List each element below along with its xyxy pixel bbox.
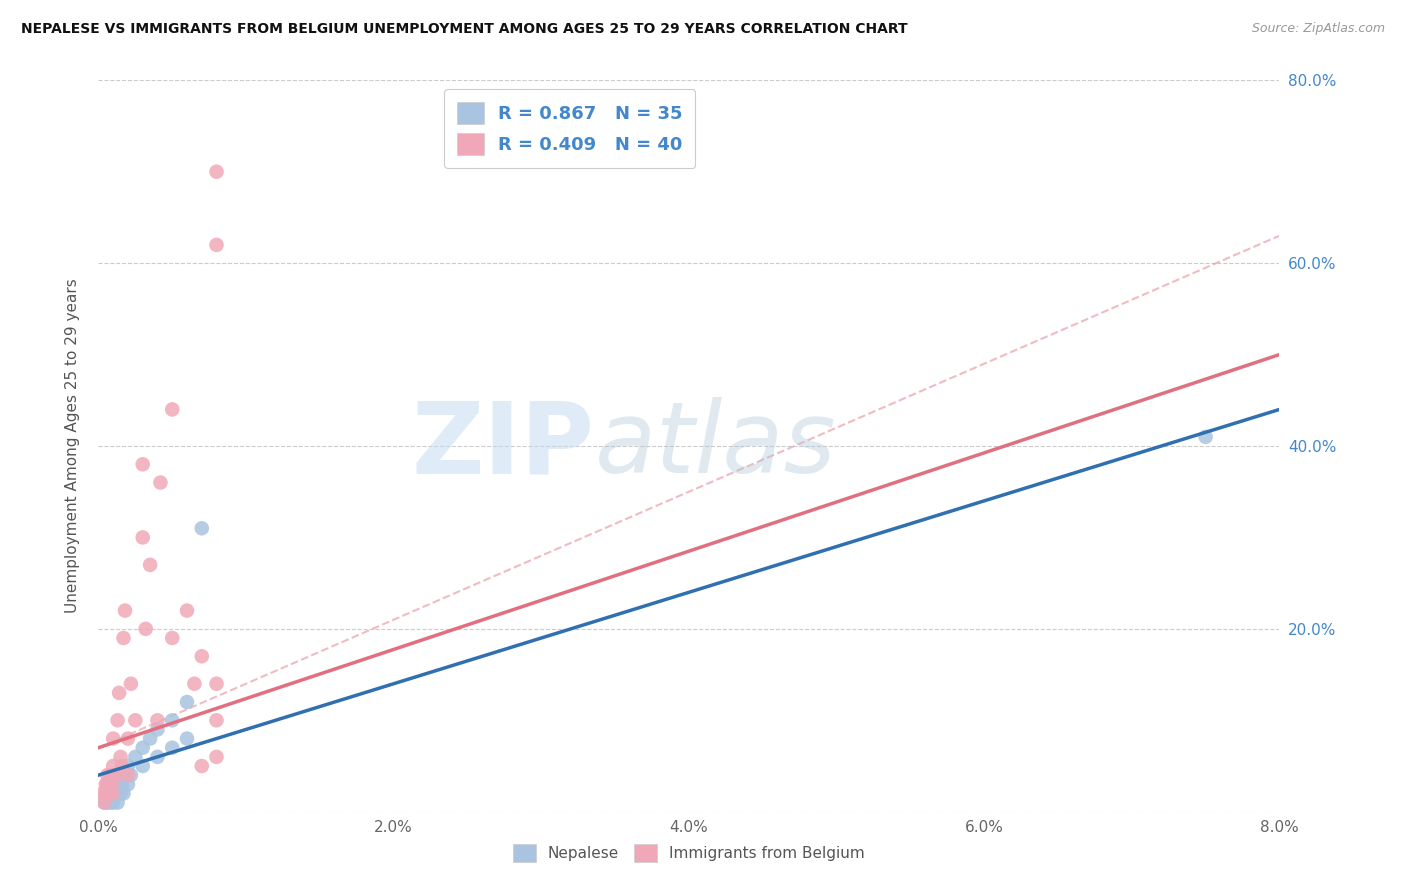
Point <box>183 676 205 690</box>
Point <box>205 714 228 728</box>
Point <box>205 749 228 764</box>
Point <box>96 777 118 791</box>
Point <box>107 796 129 810</box>
Point <box>191 759 214 773</box>
Point <box>108 686 131 700</box>
Point <box>94 777 117 791</box>
Point <box>1194 430 1216 444</box>
Point <box>146 714 169 728</box>
Point <box>112 787 135 801</box>
Point <box>114 768 136 782</box>
Point <box>93 796 115 810</box>
Point <box>205 676 228 690</box>
Point <box>107 714 129 728</box>
Point <box>117 768 139 782</box>
Point <box>111 777 134 791</box>
Point <box>205 165 228 179</box>
Point <box>108 777 131 791</box>
Point <box>191 649 214 664</box>
Point <box>103 796 125 810</box>
Point <box>103 759 125 773</box>
Point <box>132 530 155 544</box>
Point <box>162 402 183 417</box>
Point <box>98 796 121 810</box>
Point <box>132 759 155 773</box>
Point <box>114 603 136 617</box>
Point <box>176 695 198 709</box>
Point <box>98 777 121 791</box>
Point <box>191 521 214 535</box>
Point <box>135 622 157 636</box>
Point <box>93 796 115 810</box>
Point <box>124 749 146 764</box>
Text: ZIP: ZIP <box>412 398 595 494</box>
Point <box>103 731 125 746</box>
Point <box>117 777 139 791</box>
Point <box>132 458 155 472</box>
Point <box>110 787 132 801</box>
Point <box>110 768 132 782</box>
Point <box>146 749 169 764</box>
Point <box>105 787 128 801</box>
Point <box>112 631 135 645</box>
Point <box>103 787 125 801</box>
Point <box>162 714 183 728</box>
Y-axis label: Unemployment Among Ages 25 to 29 years: Unemployment Among Ages 25 to 29 years <box>65 278 80 614</box>
Point <box>117 759 139 773</box>
Point <box>139 558 162 572</box>
Point <box>96 796 118 810</box>
Point <box>94 787 117 801</box>
Point <box>103 768 125 782</box>
Point <box>176 731 198 746</box>
Point <box>149 475 172 490</box>
Point <box>146 723 169 737</box>
Point <box>176 603 198 617</box>
Text: Source: ZipAtlas.com: Source: ZipAtlas.com <box>1251 22 1385 36</box>
Point <box>120 768 142 782</box>
Point <box>132 740 155 755</box>
Text: atlas: atlas <box>595 398 837 494</box>
Point <box>124 714 146 728</box>
Point <box>100 787 122 801</box>
Point <box>100 777 122 791</box>
Point <box>139 731 162 746</box>
Legend: Nepalese, Immigrants from Belgium: Nepalese, Immigrants from Belgium <box>505 836 873 870</box>
Point <box>96 768 118 782</box>
Point <box>94 787 117 801</box>
Point <box>111 759 134 773</box>
Point <box>96 777 118 791</box>
Point <box>105 768 128 782</box>
Point <box>103 787 125 801</box>
Point <box>117 731 139 746</box>
Point <box>91 787 114 801</box>
Point <box>98 768 121 782</box>
Text: NEPALESE VS IMMIGRANTS FROM BELGIUM UNEMPLOYMENT AMONG AGES 25 TO 29 YEARS CORRE: NEPALESE VS IMMIGRANTS FROM BELGIUM UNEM… <box>21 22 908 37</box>
Point <box>162 740 183 755</box>
Point <box>105 777 128 791</box>
Point <box>120 676 142 690</box>
Point <box>110 749 132 764</box>
Point <box>97 787 120 801</box>
Point <box>97 787 120 801</box>
Point <box>205 238 228 252</box>
Point <box>162 631 183 645</box>
